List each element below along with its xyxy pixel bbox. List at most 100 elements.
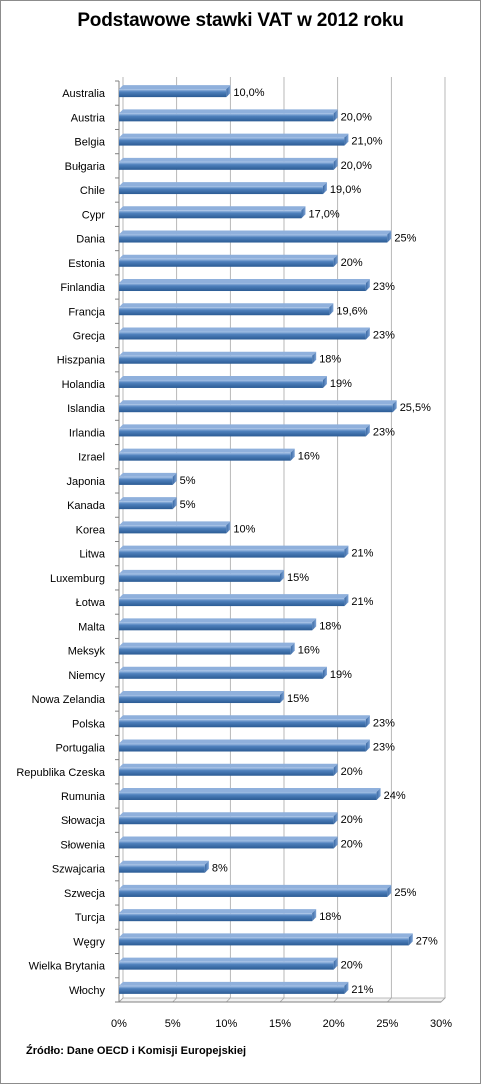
- bar-top: [119, 981, 349, 986]
- bar-end: [365, 739, 370, 752]
- value-label: 23%: [373, 329, 395, 341]
- bar: [119, 331, 366, 340]
- bar-end: [333, 109, 338, 122]
- bar-top: [119, 448, 295, 453]
- value-label: 5%: [180, 475, 196, 487]
- bar: [119, 379, 323, 388]
- gridline-depth: [333, 997, 338, 1003]
- bar-top: [119, 351, 317, 356]
- category-label: Szwecja: [64, 888, 106, 900]
- bar-end: [333, 836, 338, 849]
- bar-end: [226, 521, 231, 534]
- bar-end: [301, 206, 306, 219]
- value-label: 19%: [330, 378, 352, 390]
- value-label: 5%: [180, 499, 196, 511]
- value-label: 23%: [373, 426, 395, 438]
- bar: [119, 476, 173, 485]
- bar-top: [119, 836, 338, 841]
- category-label: Turcja: [75, 912, 106, 924]
- gridline-depth: [226, 997, 231, 1003]
- bar-top: [119, 254, 338, 259]
- category-label: Estonia: [68, 258, 106, 270]
- bar-top: [119, 957, 338, 962]
- bar: [119, 161, 334, 170]
- bar-end: [408, 933, 413, 946]
- bar-top: [119, 812, 338, 817]
- bar-end: [322, 666, 327, 679]
- value-label: 20,0%: [341, 111, 372, 123]
- bar-end: [344, 981, 349, 994]
- gridline-depth: [118, 997, 124, 1003]
- bar: [119, 937, 409, 946]
- value-label: 8%: [212, 863, 228, 875]
- bar-top: [119, 133, 349, 138]
- bar-top: [119, 206, 306, 211]
- x-tick-label: 30%: [430, 1018, 452, 1030]
- bar: [119, 840, 334, 849]
- bar-end: [280, 569, 284, 582]
- bar-end: [333, 957, 338, 970]
- category-label: Meksyk: [68, 646, 106, 658]
- gridline-depth: [440, 997, 446, 1003]
- bar-top: [119, 157, 338, 162]
- x-tick-label: 25%: [376, 1018, 398, 1030]
- bar-top: [119, 279, 370, 284]
- bar: [119, 234, 388, 243]
- bar-end: [312, 618, 317, 631]
- bar: [119, 695, 280, 704]
- bar: [119, 525, 227, 534]
- bar-end: [312, 351, 317, 364]
- bar-end: [333, 157, 338, 170]
- bar-end: [365, 424, 370, 437]
- value-label: 23%: [373, 281, 395, 293]
- category-label: Finlandia: [60, 282, 106, 294]
- bar-top: [119, 787, 381, 792]
- bar-top: [119, 715, 370, 720]
- x-tick-label: 5%: [165, 1018, 181, 1030]
- value-label: 23%: [373, 717, 395, 729]
- bar: [119, 307, 330, 316]
- category-label: Islandia: [67, 403, 106, 415]
- value-label: 17,0%: [308, 208, 339, 220]
- bar-end: [333, 763, 338, 776]
- bar: [119, 864, 205, 873]
- category-label: Polska: [72, 718, 106, 730]
- bar: [119, 646, 291, 655]
- value-label: 10,0%: [233, 87, 264, 99]
- bar-top: [119, 472, 177, 477]
- value-label: 21%: [351, 984, 373, 996]
- bar-top: [119, 182, 327, 187]
- bar: [119, 283, 366, 292]
- bar-top: [119, 109, 338, 114]
- bar: [119, 186, 323, 195]
- value-label: 21%: [351, 596, 373, 608]
- category-label: Hiszpania: [57, 355, 106, 367]
- bar-top: [119, 933, 413, 938]
- bar: [119, 719, 366, 728]
- value-label: 20%: [341, 257, 363, 269]
- bar-top: [119, 424, 370, 429]
- bar-top: [119, 327, 370, 332]
- bar: [119, 767, 334, 776]
- bar-end: [344, 133, 349, 146]
- bar: [119, 573, 280, 582]
- x-tick-label: 0%: [111, 1018, 127, 1030]
- category-label: Słowacja: [61, 815, 106, 827]
- category-label: Dania: [76, 234, 106, 246]
- bar-end: [376, 787, 381, 800]
- bar-top: [119, 85, 231, 90]
- bar-top: [119, 569, 284, 574]
- labels: 0% 5% 10% 15% 20% 25% 30% Australia 10,0% Austria…: [16, 87, 452, 1030]
- bar-top: [119, 594, 349, 599]
- bar: [119, 210, 302, 219]
- bar-end: [333, 812, 338, 825]
- bar: [119, 791, 377, 800]
- bar-top: [119, 884, 392, 889]
- value-label: 24%: [384, 790, 406, 802]
- bar-end: [329, 303, 334, 316]
- bar: [119, 549, 345, 558]
- category-label: Cypr: [82, 209, 106, 221]
- bar-end: [322, 375, 327, 388]
- category-label: Francja: [68, 306, 106, 318]
